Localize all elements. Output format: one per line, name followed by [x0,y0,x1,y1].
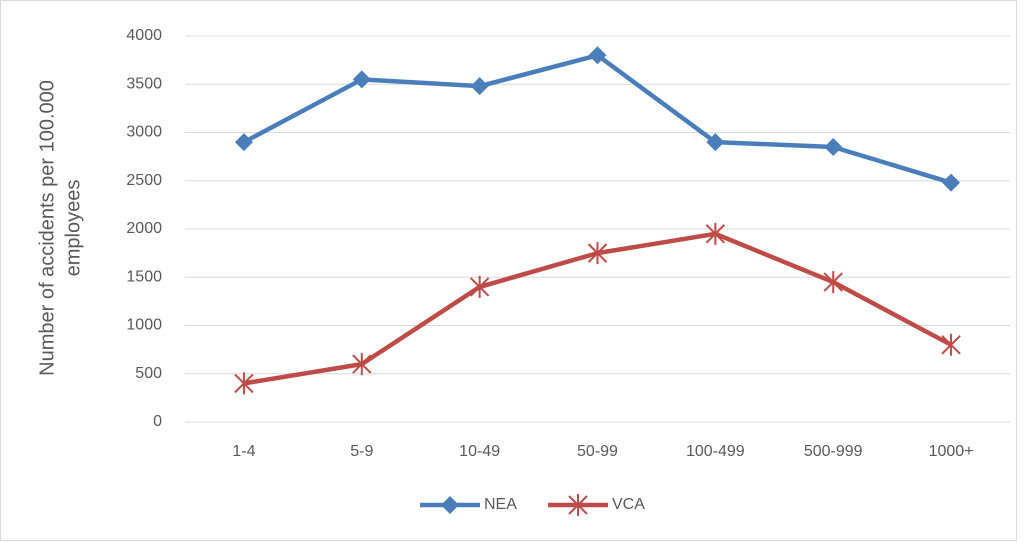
marker [706,133,725,152]
legend-label: NEA [484,496,517,513]
y-axis-label: Number of accidents per 100.000 [36,80,58,376]
marker [352,353,372,376]
marker [469,275,490,298]
y-tick-label: 1000 [126,317,162,334]
y-tick-label: 0 [153,413,162,430]
y-tick-label: 3500 [126,75,162,92]
x-tick-label: 500-999 [804,443,863,460]
marker [441,496,459,514]
marker [234,372,254,395]
x-tick-label: 100-499 [686,443,745,460]
marker [470,77,489,96]
y-tick-label: 2000 [126,220,162,237]
legend-label: VCA [612,496,645,513]
x-tick-label: 1-4 [232,443,255,460]
marker [568,494,588,516]
x-tick-label: 10-49 [459,443,500,460]
y-axis-label: employees [62,180,84,277]
x-tick-label: 1000+ [929,443,974,460]
marker [587,242,608,265]
marker [823,271,843,294]
y-tick-label: 3000 [126,124,162,141]
marker [705,222,726,245]
marker [942,173,961,192]
x-tick-label: 50-99 [577,443,618,460]
y-tick-label: 500 [135,365,162,382]
y-tick-label: 2500 [126,172,162,189]
marker [352,70,371,89]
x-tick-label: 5-9 [350,443,373,460]
marker [588,46,607,65]
marker [824,137,843,156]
y-tick-label: 1500 [126,268,162,285]
marker [234,133,253,152]
marker [941,333,961,356]
y-tick-label: 4000 [126,27,162,44]
